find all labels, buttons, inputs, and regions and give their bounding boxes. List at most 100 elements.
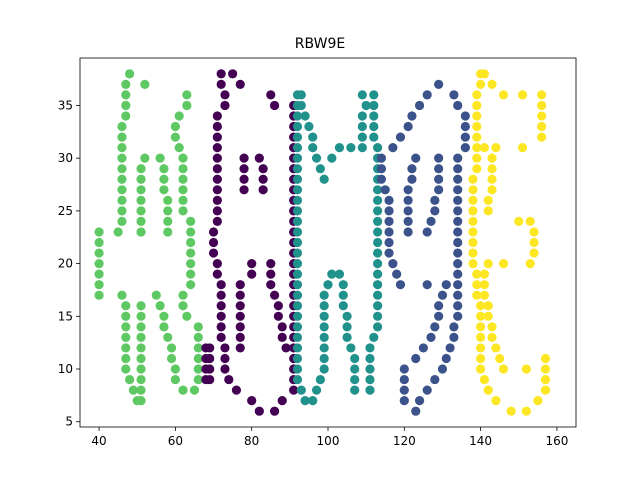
data-point [216,280,226,290]
data-point [498,364,509,374]
data-point [258,174,268,184]
data-point [235,280,245,290]
data-point [514,216,524,227]
data-point [537,90,547,100]
data-point [216,69,226,79]
data-point [186,237,196,248]
data-point [327,153,337,163]
data-point [319,353,329,364]
data-point [216,301,226,311]
data-point [422,90,432,100]
data-point [430,206,440,216]
data-point [220,353,230,364]
data-point [468,258,478,269]
data-point [315,164,325,174]
data-point [483,258,493,269]
data-point [178,195,188,205]
data-point [376,174,387,184]
data-point [411,353,421,364]
data-point [258,164,268,174]
data-point [476,364,486,374]
data-point [117,185,127,195]
data-point [121,79,131,89]
data-point [434,153,444,163]
data-point [403,206,413,216]
data-point [228,69,238,79]
data-point [384,227,394,237]
data-point [117,153,127,163]
data-point [506,406,516,416]
data-point [468,174,478,184]
data-point [338,280,348,290]
data-point [346,143,356,153]
data-point [269,406,280,416]
data-point [292,111,303,121]
data-point [388,258,398,269]
data-point [373,280,383,290]
data-point [395,280,406,290]
data-point [373,322,383,332]
data-point [498,258,509,269]
data-point [346,343,356,353]
data-point [292,301,303,311]
data-point [178,174,188,184]
data-point [136,353,146,364]
data-point [212,174,222,184]
data-point [319,301,329,311]
x-axis-ticks: 40 60 80 100 120 140 160 [91,427,568,448]
data-point [117,132,127,142]
data-point [292,258,303,269]
data-point [117,174,127,184]
data-point [426,332,436,342]
data-point [453,311,463,321]
data-point [208,237,219,248]
data-point [170,364,180,374]
data-point [266,280,276,290]
data-point [487,79,497,89]
data-point [117,290,127,300]
data-point [407,111,417,121]
data-point [281,343,291,353]
data-point [334,143,345,153]
data-point [434,164,444,174]
data-point [369,111,379,121]
data-point [163,227,173,237]
data-point [319,311,329,321]
series-3 [376,79,470,416]
data-point [483,195,493,205]
data-point [212,216,222,227]
data-point [292,280,303,290]
data-point [414,396,425,406]
data-point [220,343,230,353]
data-point [121,364,131,374]
y-tick-label: 5 [65,415,73,429]
data-point [163,216,173,227]
data-point [292,269,303,279]
data-point [182,100,192,111]
data-point [239,174,249,184]
data-point [117,195,127,205]
data-point [170,132,180,142]
data-point [460,121,470,132]
data-point [373,290,383,300]
data-point [441,280,451,290]
data-point [434,185,444,195]
data-point [373,248,383,258]
data-point [178,206,188,216]
data-point [472,100,482,111]
data-point [384,216,394,227]
data-point [491,143,501,153]
data-point [487,322,497,332]
data-point [468,248,478,258]
data-point [136,164,146,174]
data-point [395,132,406,142]
data-point [277,332,287,342]
data-point [136,364,146,374]
data-point [121,90,131,100]
data-point [521,364,532,374]
data-point [277,322,287,332]
data-point [136,206,146,216]
data-point [273,311,283,321]
data-point [453,237,463,248]
